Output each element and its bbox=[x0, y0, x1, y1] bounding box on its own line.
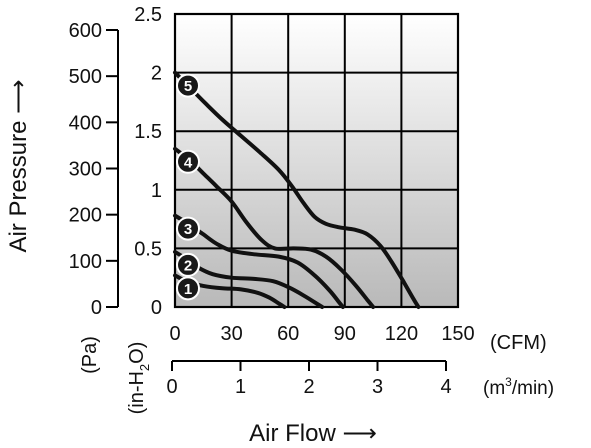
y-unit-pa: (Pa) bbox=[79, 336, 101, 374]
series-2-badge-label: 2 bbox=[184, 257, 192, 274]
series-4-line bbox=[173, 146, 376, 309]
series-5-line bbox=[173, 70, 421, 309]
series-3-line bbox=[173, 213, 345, 309]
m3-tick-label: 4 bbox=[440, 376, 451, 398]
y-tick-label: 1 bbox=[151, 180, 162, 202]
y-tick-label: 2.5 bbox=[134, 4, 162, 26]
x-tick-label: 90 bbox=[334, 323, 356, 345]
pa-tick-label: 100 bbox=[69, 251, 102, 273]
x-unit-m3min: (m3/min) bbox=[483, 375, 554, 399]
series-3-badge-label: 3 bbox=[184, 221, 192, 238]
pa-tick-label: 400 bbox=[69, 112, 102, 134]
x-tick-label: 30 bbox=[220, 323, 242, 345]
pa-tick-label: 0 bbox=[91, 297, 102, 319]
series-5-badge-label: 5 bbox=[184, 78, 192, 95]
x-tick-label: 150 bbox=[441, 323, 474, 345]
plot-area bbox=[175, 14, 458, 307]
series-4-badge bbox=[176, 149, 200, 174]
y-tick-label: 1.5 bbox=[134, 121, 162, 143]
x-unit-m3min-sup: 3 bbox=[505, 375, 512, 389]
x-tick-label: 60 bbox=[277, 323, 299, 345]
y-tick-label: 0.5 bbox=[134, 238, 162, 260]
m3-tick-label: 2 bbox=[303, 376, 314, 398]
series-4-badge-label: 4 bbox=[184, 154, 193, 171]
pa-tick-label: 200 bbox=[69, 205, 102, 227]
series-3-badge bbox=[176, 216, 200, 241]
series-5-badge bbox=[176, 73, 200, 98]
y-tick-label: 0 bbox=[151, 297, 162, 319]
pa-tick-label: 300 bbox=[69, 159, 102, 181]
m3-tick-label: 1 bbox=[235, 376, 246, 398]
m3-tick-label: 3 bbox=[372, 376, 383, 398]
pa-tick-label: 500 bbox=[69, 66, 102, 88]
series-1-badge bbox=[176, 276, 200, 301]
y-tick-label: 2 bbox=[151, 63, 162, 85]
x-unit-m3min-base: (m bbox=[483, 378, 505, 399]
y-unit-inh2o-sub: 2 bbox=[137, 364, 152, 371]
y-unit-inh2o: (in-H2O) bbox=[126, 342, 152, 415]
y-axis-title: Air Pressure ⟶ bbox=[5, 79, 32, 252]
x-tick-label: 0 bbox=[169, 323, 180, 345]
plot-frame bbox=[173, 12, 460, 309]
series-1-badge-label: 1 bbox=[184, 281, 192, 298]
axes bbox=[106, 12, 460, 371]
series-badges: 1 2 3 4 5 bbox=[176, 73, 200, 301]
pa-tick-label: 600 bbox=[69, 20, 102, 42]
m3-tick-label: 0 bbox=[166, 376, 177, 398]
x-axis-title: Air Flow ⟶ bbox=[249, 420, 377, 447]
y-unit-inh2o-main: (in-H bbox=[126, 371, 148, 414]
x-unit-cfm: (CFM) bbox=[490, 332, 547, 354]
x-unit-m3min-tail: /min) bbox=[512, 378, 554, 399]
series-2-badge bbox=[176, 252, 200, 277]
y-unit-inh2o-tail: O) bbox=[126, 342, 148, 364]
x-tick-label: 120 bbox=[385, 323, 418, 345]
